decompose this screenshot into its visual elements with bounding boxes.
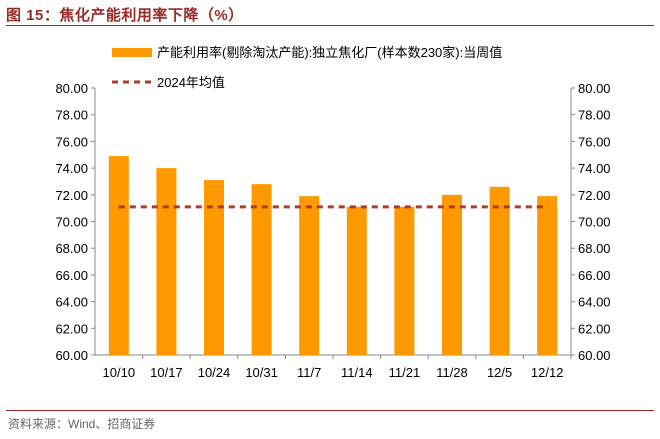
y-tick-label-right: 64.00 [578, 295, 611, 310]
y-tick-label-left: 60.00 [55, 348, 88, 363]
y-tick-label-left: 68.00 [55, 241, 88, 256]
y-tick-label-right: 76.00 [578, 134, 611, 149]
x-tick-label: 10/24 [198, 365, 231, 380]
y-tick-label-right: 74.00 [578, 161, 611, 176]
y-tick-label-left: 76.00 [55, 134, 88, 149]
source-note: 资料来源：Wind、招商证券 [8, 417, 156, 431]
title-divider [6, 25, 654, 26]
bar-10/10 [108, 156, 129, 355]
y-tick-label-left: 66.00 [55, 268, 88, 283]
bar-12/12 [537, 196, 558, 355]
bar-11/21 [394, 206, 415, 355]
y-tick-label-left: 74.00 [55, 161, 88, 176]
footer-divider [6, 410, 654, 411]
y-tick-label-left: 78.00 [55, 108, 88, 123]
y-tick-label-left: 64.00 [55, 295, 88, 310]
y-tick-label-right: 80.00 [578, 81, 611, 96]
bar-12/5 [489, 186, 510, 355]
figure-title: 图 15：焦化产能利用率下降（%） [6, 7, 244, 24]
bar-11/7 [299, 196, 320, 355]
figure-header: 图 15：焦化产能利用率下降（%） [0, 0, 660, 27]
y-tick-label-right: 62.00 [578, 321, 611, 336]
y-tick-label-right: 72.00 [578, 188, 611, 203]
legend-bar-swatch [112, 48, 152, 57]
bar-10/24 [204, 180, 224, 355]
x-tick-label: 11/7 [297, 365, 321, 380]
y-tick-label-right: 68.00 [578, 241, 611, 256]
x-tick-label: 12/5 [487, 365, 512, 380]
bar-11/28 [442, 194, 462, 355]
y-tick-label-right: 60.00 [578, 348, 611, 363]
y-tick-label-left: 70.00 [55, 215, 88, 230]
bar-10/17 [156, 168, 177, 355]
bar-chart: 产能利用率(剔除淘汰产能):独立焦化厂(样本数230家):当周值 2024年均值 6… [55, 45, 611, 380]
x-tick-label: 11/28 [436, 365, 468, 380]
x-tick-label: 11/21 [389, 365, 421, 380]
bar-10/31 [251, 184, 272, 355]
x-tick-label: 12/12 [531, 365, 564, 380]
legend-bar-label: 产能利用率(剔除淘汰产能):独立焦化厂(样本数230家):当周值 [157, 45, 502, 60]
legend-average-label: 2024年均值 [157, 75, 225, 90]
y-tick-label-left: 80.00 [55, 81, 88, 96]
y-tick-label-right: 66.00 [578, 268, 611, 283]
y-tick-label-left: 72.00 [55, 188, 88, 203]
x-tick-label: 11/14 [341, 365, 373, 380]
x-tick-label: 10/17 [150, 365, 183, 380]
y-tick-label-right: 78.00 [578, 108, 611, 123]
bar-11/14 [346, 206, 367, 355]
y-tick-label-left: 62.00 [55, 321, 88, 336]
x-tick-label: 10/10 [103, 365, 136, 380]
x-tick-label: 10/31 [245, 365, 278, 380]
y-tick-label-right: 70.00 [578, 215, 611, 230]
